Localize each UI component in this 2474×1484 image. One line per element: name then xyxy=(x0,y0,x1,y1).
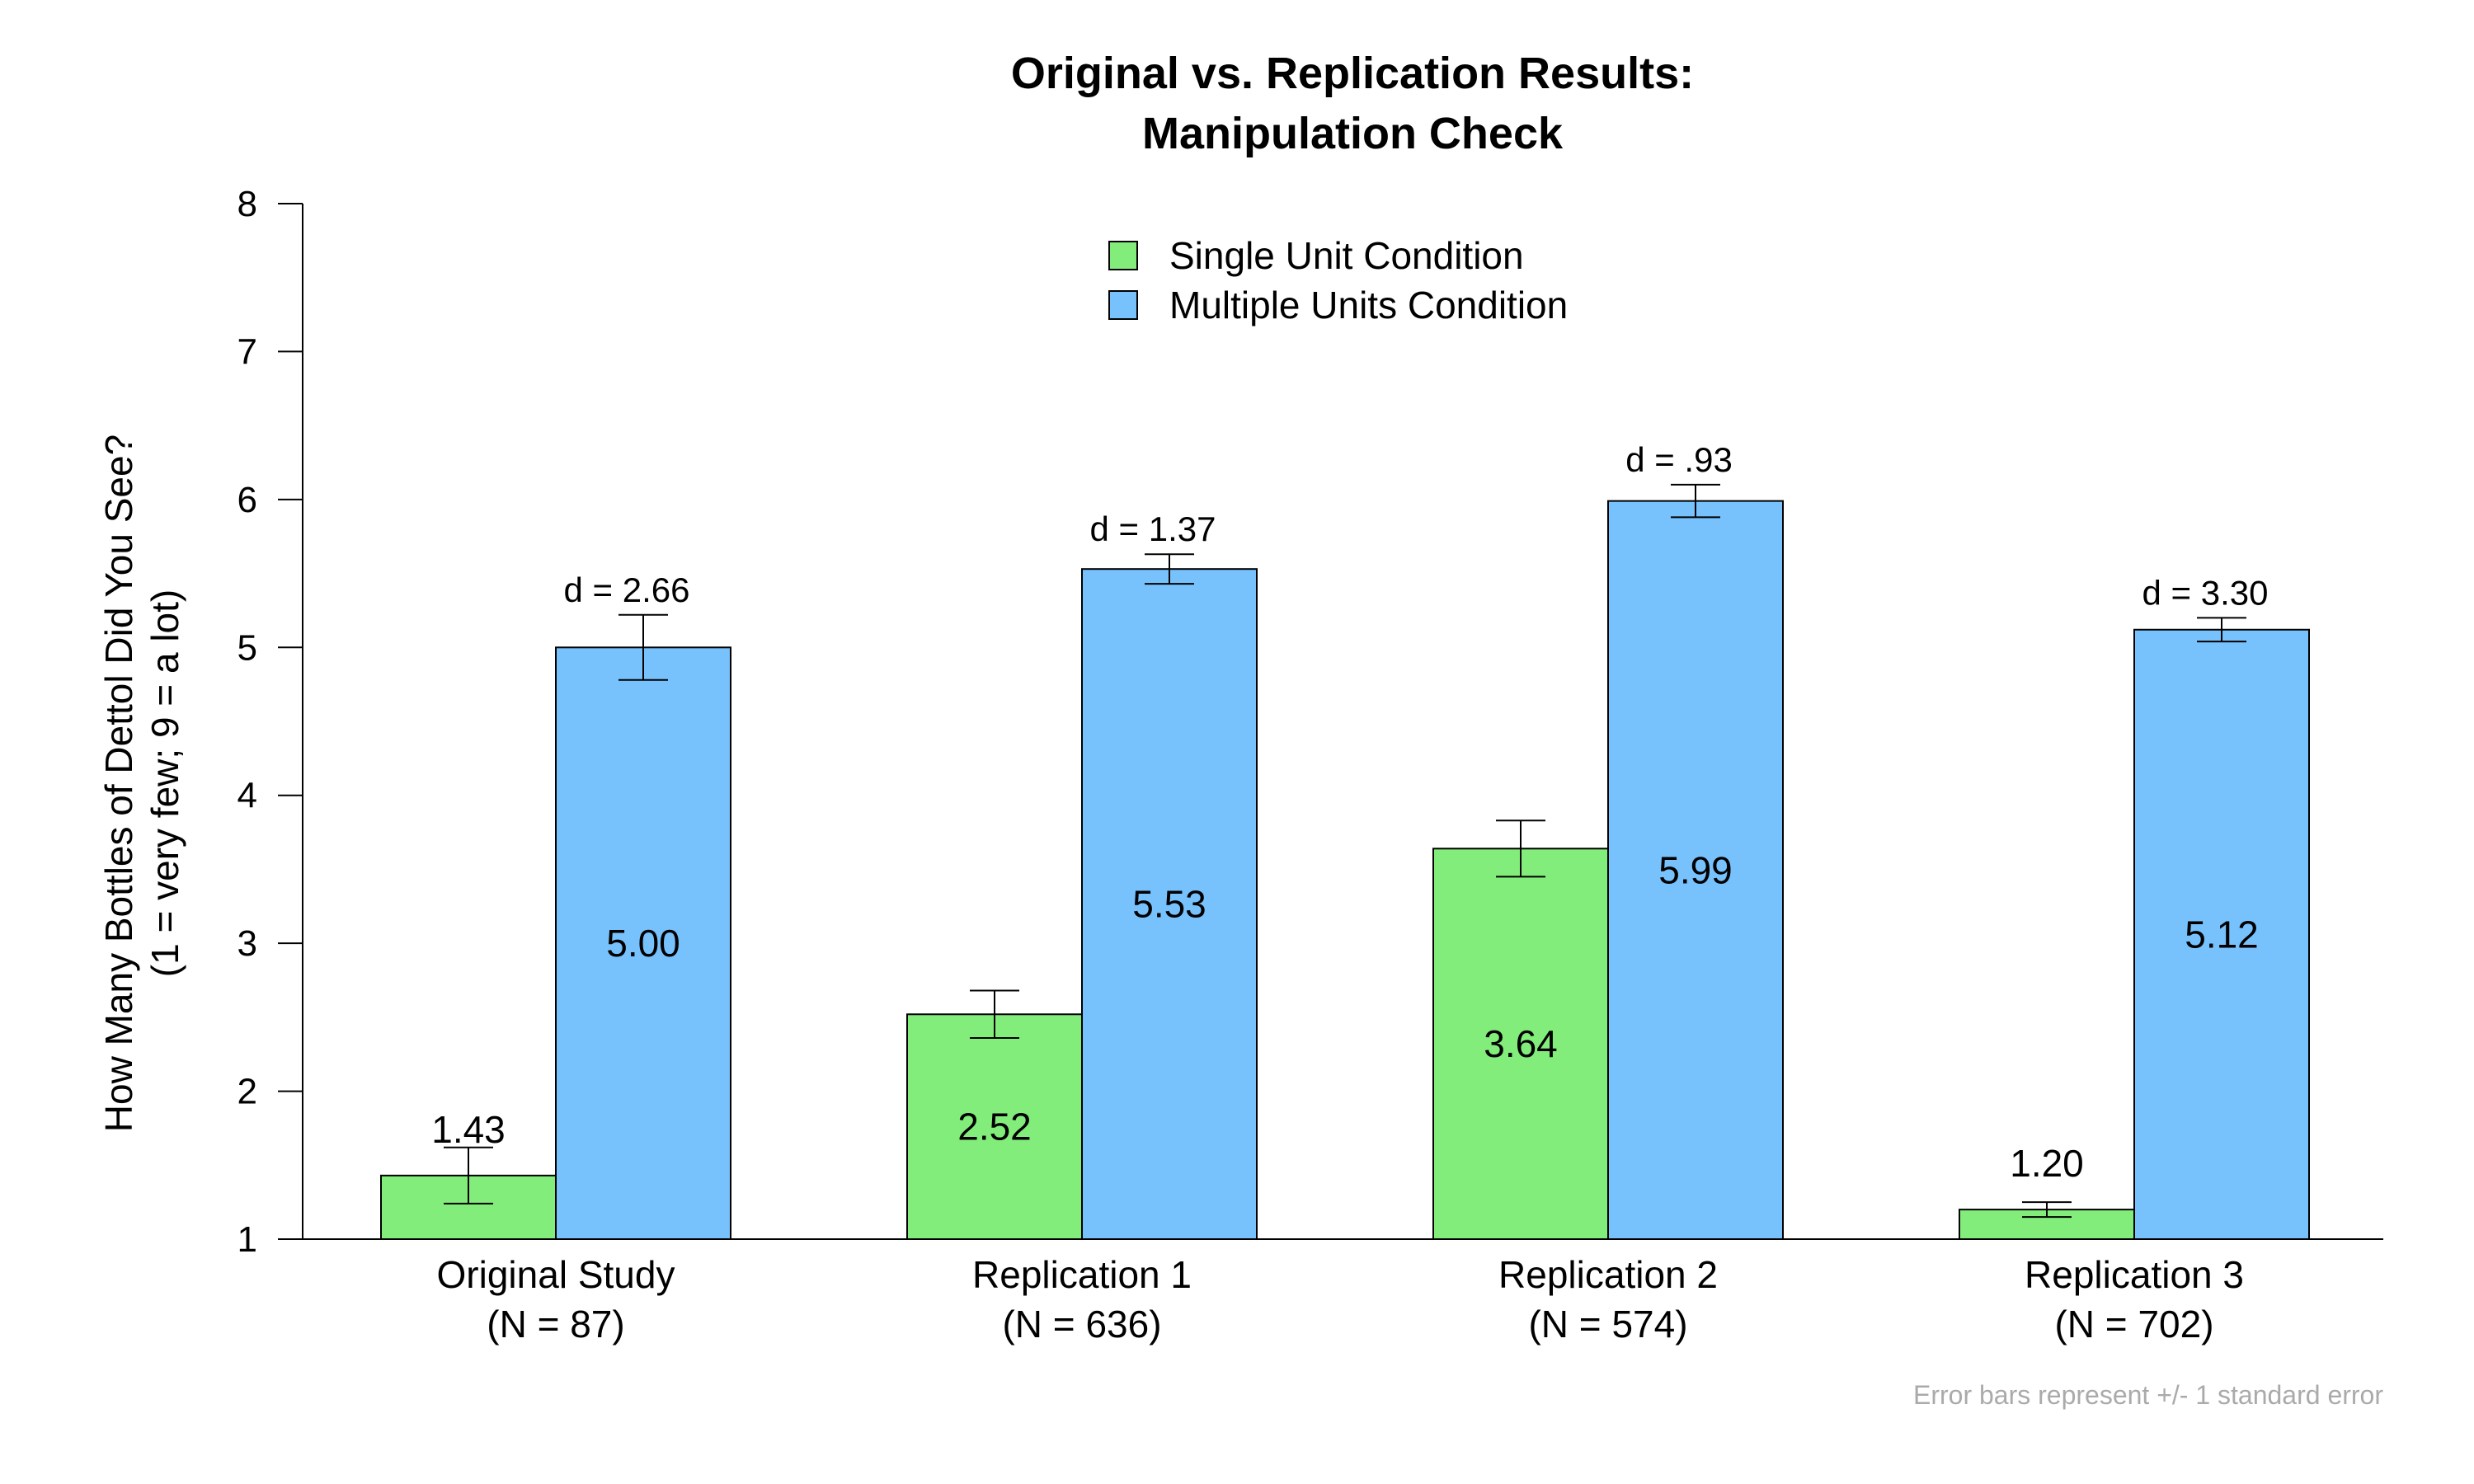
legend-label-single-unit: Single Unit Condition xyxy=(1169,234,1524,277)
data-label-multiple-units: 5.12 xyxy=(2185,913,2259,956)
data-label-single-unit: 1.43 xyxy=(431,1108,506,1151)
legend: Single Unit Condition Multiple Units Con… xyxy=(1108,234,1568,326)
plot-area: 1 2 3 4 5 6 7 8 1.43 5.00 d = 2.66 Original Study (N… xyxy=(238,184,2383,1345)
data-label-multiple-units: 5.99 xyxy=(1658,848,1733,891)
y-tick-label: 3 xyxy=(238,923,257,964)
effect-size-label: d = 1.37 xyxy=(1090,510,1216,548)
y-axis-label-line-1: How Many Bottles of Dettol Did You See? xyxy=(97,434,140,1132)
y-tick-label: 7 xyxy=(238,331,257,372)
x-category-label: Original Study xyxy=(437,1253,675,1296)
bar-multiple-units xyxy=(2133,628,2310,1240)
data-label-multiple-units: 5.00 xyxy=(606,922,680,965)
y-tick-label: 6 xyxy=(238,480,257,520)
x-category-label: Replication 2 xyxy=(1498,1253,1718,1296)
y-tick-label: 4 xyxy=(238,776,257,816)
y-axis-label-line-2: (1 = very few; 9 = a lot) xyxy=(143,589,186,977)
bar-multiple-units xyxy=(555,646,731,1240)
x-category-label: Replication 1 xyxy=(972,1253,1192,1296)
effect-size-label: d = 3.30 xyxy=(2142,573,2269,612)
x-category-sample-size: (N = 87) xyxy=(487,1303,624,1345)
x-category-sample-size: (N = 636) xyxy=(1002,1303,1161,1345)
bar-single-unit xyxy=(906,1013,1083,1240)
y-axis-label: How Many Bottles of Dettol Did You See? … xyxy=(97,434,186,1132)
bar-single-unit xyxy=(1432,848,1609,1241)
data-label-single-unit: 3.64 xyxy=(1484,1022,1558,1065)
x-category-label: Replication 3 xyxy=(2025,1253,2244,1296)
legend-label-multiple-units: Multiple Units Condition xyxy=(1169,284,1568,326)
legend-swatch-multiple-units xyxy=(1108,290,1138,320)
effect-size-label: d = .93 xyxy=(1625,440,1733,479)
data-label-single-unit: 2.52 xyxy=(957,1106,1032,1148)
x-category-sample-size: (N = 702) xyxy=(2054,1303,2213,1345)
x-category-sample-size: (N = 574) xyxy=(1528,1303,1687,1345)
data-label-multiple-units: 5.53 xyxy=(1132,883,1206,926)
effect-size-label: d = 2.66 xyxy=(564,571,690,609)
error-bar-note: Error bars represent +/- 1 standard erro… xyxy=(1913,1380,2383,1410)
legend-swatch-single-unit xyxy=(1108,241,1138,270)
data-label-single-unit: 1.20 xyxy=(2010,1142,2084,1185)
y-tick-label: 5 xyxy=(238,627,257,668)
bar-multiple-units xyxy=(1081,568,1258,1240)
chart-title-line-1: Original vs. Replication Results: xyxy=(1011,49,1694,98)
y-tick-label: 8 xyxy=(238,184,257,224)
y-tick-label: 1 xyxy=(238,1219,257,1260)
y-tick-label: 2 xyxy=(238,1072,257,1112)
chart-title-line-2: Manipulation Check xyxy=(1142,109,1564,158)
